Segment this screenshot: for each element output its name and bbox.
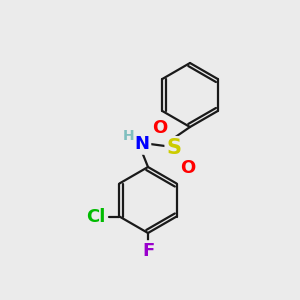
Text: H: H	[123, 129, 135, 143]
Text: F: F	[142, 242, 154, 260]
Text: O: O	[180, 159, 196, 177]
Text: S: S	[167, 138, 182, 158]
Text: O: O	[152, 119, 168, 137]
Text: N: N	[134, 135, 149, 153]
Text: Cl: Cl	[86, 208, 105, 226]
